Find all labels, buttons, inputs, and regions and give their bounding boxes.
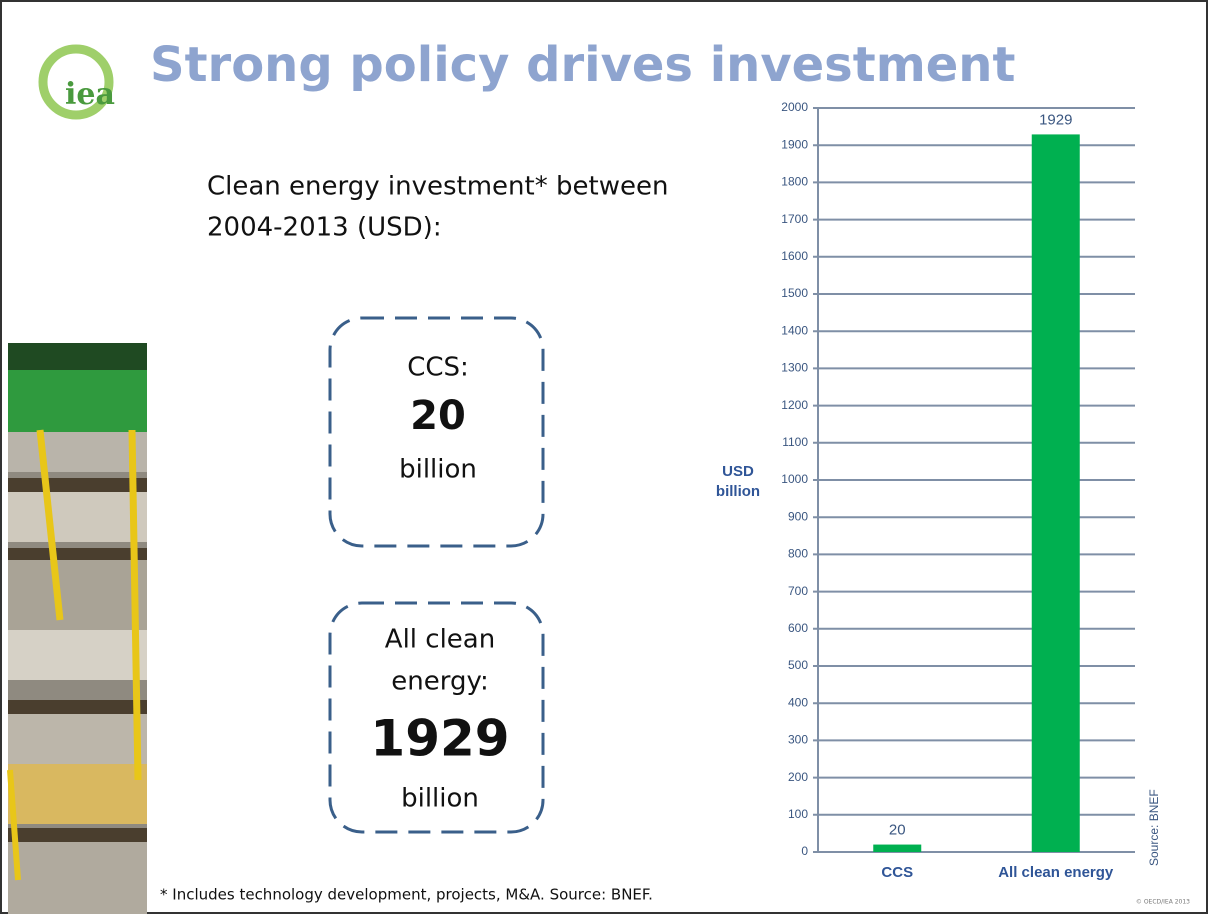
y-tick-label: 2000 <box>781 100 808 114</box>
intro-line: 2004-2013 (USD): <box>207 213 442 243</box>
callout-box <box>328 601 545 834</box>
iea-logo: iea <box>38 44 115 120</box>
slide-title: Strong policy drives investment <box>150 37 1015 93</box>
footnote: * Includes technology development, proje… <box>160 886 653 904</box>
y-tick-label: 1300 <box>781 361 808 375</box>
y-tick-label: 1500 <box>781 286 808 300</box>
y-tick-label: 1400 <box>781 323 808 337</box>
y-tick-label: 1000 <box>781 472 808 486</box>
intro-line: Clean energy investment* between <box>207 172 668 202</box>
box-text: billion <box>401 784 479 814</box>
y-tick-label: 1600 <box>781 249 808 263</box>
y-tick-label: 800 <box>788 547 808 561</box>
box-text: energy: <box>391 667 488 697</box>
y-tick-label: 200 <box>788 770 808 784</box>
geology-image <box>7 343 147 914</box>
source-label: Source: BNEF <box>1147 789 1161 866</box>
y-tick-label: 100 <box>788 807 808 821</box>
box-text: billion <box>399 455 477 485</box>
logo-text: iea <box>65 77 115 112</box>
box-text: All clean <box>385 625 495 655</box>
callout-box <box>328 316 545 548</box>
data-label: 1929 <box>1039 111 1072 128</box>
y-tick-label: 500 <box>788 658 808 672</box>
y-tick-label: 1700 <box>781 212 808 226</box>
x-tick-label: All clean energy <box>998 864 1114 881</box>
y-tick-label: 1100 <box>782 435 808 449</box>
y-tick-label: 1900 <box>781 137 808 151</box>
data-label: 20 <box>889 822 906 839</box>
box-number: 20 <box>410 393 466 439</box>
y-tick-label: 1800 <box>781 175 808 189</box>
y-tick-label: 1200 <box>781 398 808 412</box>
y-tick-label: 0 <box>801 844 808 858</box>
copyright: © OECD/IEA 2013 <box>1136 899 1190 906</box>
box-text: CCS: <box>407 353 469 383</box>
box-number: 1929 <box>370 710 509 768</box>
y-tick-label: 400 <box>788 695 808 709</box>
y-tick-label: 300 <box>788 733 808 747</box>
y-tick-label: 700 <box>788 584 808 598</box>
y-tick-label: 600 <box>788 621 808 635</box>
bar <box>1031 134 1080 853</box>
bar <box>873 844 922 852</box>
x-tick-label: CCS <box>881 864 913 881</box>
y-axis-label: billion <box>716 483 760 500</box>
y-tick-label: 900 <box>788 509 808 523</box>
y-axis-label: USD <box>722 463 754 480</box>
